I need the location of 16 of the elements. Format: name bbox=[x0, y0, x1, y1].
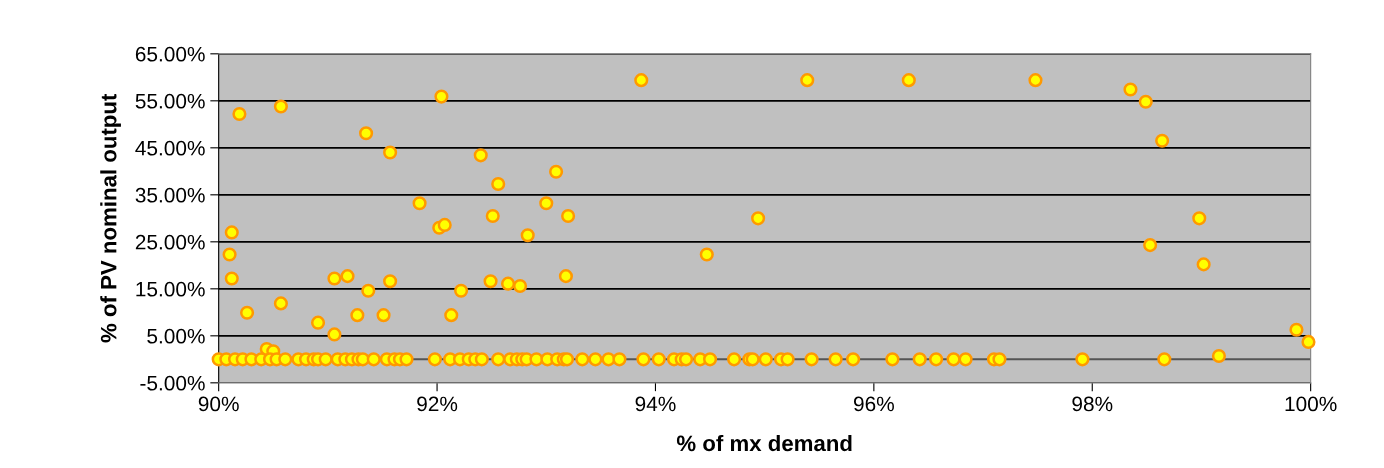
x-tick-label: 98% bbox=[1072, 396, 1113, 412]
x-tick-label: 96% bbox=[853, 396, 894, 412]
x-tick-label: 92% bbox=[417, 396, 458, 412]
y-axis-title: % of PV nominal output bbox=[100, 93, 121, 343]
y-tick-label: 15.00% bbox=[136, 281, 205, 297]
y-tick-label: 5.00% bbox=[147, 328, 205, 344]
y-tick-label: 25.00% bbox=[135, 234, 205, 250]
y-tick-label: 35.00% bbox=[135, 187, 205, 203]
x-axis-title: % of mx demand bbox=[676, 434, 852, 452]
y-tick-label: 65.00% bbox=[135, 46, 205, 62]
y-tick-label: -5.00% bbox=[140, 375, 205, 391]
x-tick-label: 94% bbox=[635, 396, 676, 412]
x-tick-label: 100% bbox=[1285, 396, 1337, 412]
y-tick-label: 45.00% bbox=[135, 140, 205, 156]
x-tick-label: 90% bbox=[198, 396, 239, 412]
y-tick-label: 55.00% bbox=[135, 93, 205, 109]
